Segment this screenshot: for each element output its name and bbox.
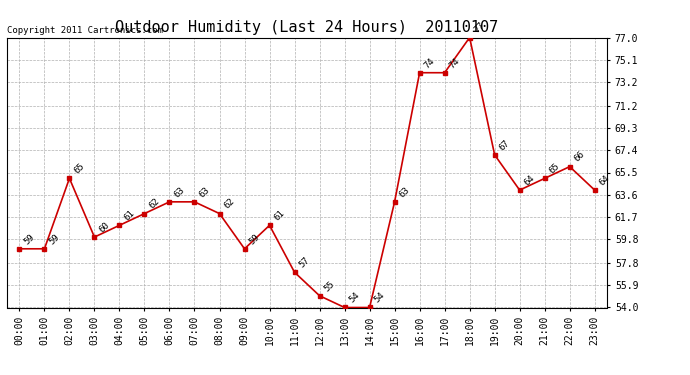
- Title: Outdoor Humidity (Last 24 Hours)  20110107: Outdoor Humidity (Last 24 Hours) 2011010…: [115, 20, 499, 35]
- Text: 59: 59: [22, 232, 36, 246]
- Text: 67: 67: [497, 138, 511, 152]
- Text: 74: 74: [447, 56, 462, 70]
- Text: 59: 59: [247, 232, 262, 246]
- Text: 64: 64: [598, 173, 611, 188]
- Text: 65: 65: [72, 162, 86, 176]
- Text: 74: 74: [422, 56, 436, 70]
- Text: 55: 55: [322, 279, 336, 293]
- Text: 66: 66: [573, 150, 586, 164]
- Text: 60: 60: [97, 220, 111, 234]
- Text: 61: 61: [273, 209, 286, 222]
- Text: 57: 57: [297, 255, 311, 270]
- Text: 62: 62: [147, 197, 161, 211]
- Text: Copyright 2011 Cartronics.com: Copyright 2011 Cartronics.com: [7, 26, 163, 35]
- Text: 65: 65: [547, 162, 562, 176]
- Text: 63: 63: [172, 185, 186, 199]
- Text: 77: 77: [473, 21, 486, 35]
- Text: 62: 62: [222, 197, 236, 211]
- Text: 54: 54: [373, 291, 386, 305]
- Text: 54: 54: [347, 291, 362, 305]
- Text: 61: 61: [122, 209, 136, 222]
- Text: 64: 64: [522, 173, 536, 188]
- Text: 63: 63: [197, 185, 211, 199]
- Text: 59: 59: [47, 232, 61, 246]
- Text: 63: 63: [397, 185, 411, 199]
